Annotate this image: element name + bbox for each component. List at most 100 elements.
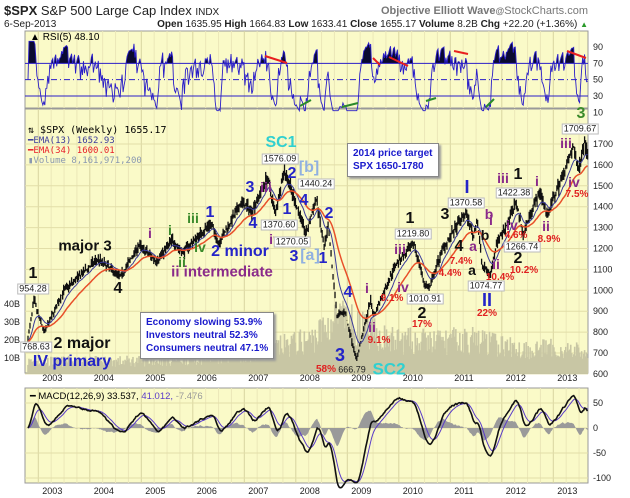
close-label: Close bbox=[350, 19, 378, 30]
high-value: 1664.83 bbox=[249, 19, 286, 30]
wave-label: iii bbox=[260, 179, 272, 195]
volume-tick-label: 20B bbox=[4, 335, 20, 345]
wave-label: 3 bbox=[576, 105, 586, 122]
price-tick-label: 1700 bbox=[593, 139, 613, 149]
sentiment-economy: Economy slowing 53.9% bbox=[146, 317, 263, 328]
rsi-divergence-line bbox=[485, 98, 495, 108]
x-tick-label: 2013 bbox=[557, 373, 577, 383]
rsi-tick-label: 30 bbox=[593, 91, 603, 101]
rsi-tick-label: 50 bbox=[593, 75, 603, 85]
wave-label: major 3 bbox=[58, 237, 112, 255]
x-tick-label: 2009 bbox=[351, 373, 371, 383]
macd-x-tick-label: 2011 bbox=[454, 486, 473, 496]
macd-signal-line bbox=[27, 398, 588, 483]
macd-x-tick-label: 2005 bbox=[145, 486, 165, 496]
wave-label: 4.6% bbox=[504, 230, 528, 241]
price-tick-label: 600 bbox=[593, 369, 608, 379]
open-label: Open bbox=[157, 19, 183, 30]
rsi-tick-label: 90 bbox=[593, 42, 603, 52]
volume-tick-label: 10B bbox=[4, 353, 20, 363]
wave-label: iv bbox=[194, 239, 206, 255]
wave-label: [a] bbox=[300, 247, 320, 264]
rsi-legend-text: RSI(5) 48.10 bbox=[42, 32, 100, 43]
price-callout: 1709.67 bbox=[561, 123, 599, 135]
wave-label: 17% bbox=[411, 319, 433, 330]
macd-histogram bbox=[28, 410, 588, 447]
wave-label: i bbox=[148, 225, 152, 241]
price-callout: 1219.80 bbox=[394, 228, 432, 240]
wave-label: ii bbox=[542, 218, 550, 234]
wave-label: i bbox=[535, 173, 539, 189]
wave-label: iii bbox=[497, 170, 509, 186]
macd-tick-label: 50 bbox=[593, 398, 603, 408]
price-tick-label: 1600 bbox=[593, 160, 613, 170]
wave-label: iv bbox=[568, 174, 580, 190]
wave-label: 4 bbox=[299, 192, 309, 209]
price-tick-label: 700 bbox=[593, 348, 608, 358]
wave-label: 2 bbox=[287, 165, 297, 182]
price-callout: 1576.09 bbox=[261, 153, 299, 165]
macd-x-tick-label: 2006 bbox=[197, 486, 217, 496]
wave-label: iii bbox=[187, 210, 199, 226]
rsi-divergence-line bbox=[341, 102, 359, 108]
price-callout: 1370.58 bbox=[447, 197, 485, 209]
wave-label: b bbox=[480, 227, 490, 243]
low-label: Low bbox=[288, 19, 309, 30]
brand-separator: @ bbox=[495, 6, 505, 16]
wave-label: 4 bbox=[113, 280, 123, 297]
rsi-divergence-line bbox=[388, 56, 409, 67]
wave-label: 2 major bbox=[53, 335, 111, 352]
macd-x-tick-label: 2013 bbox=[557, 486, 577, 496]
high-label: High bbox=[224, 19, 247, 30]
price-tick-label: 1000 bbox=[593, 285, 613, 295]
macd-x-tick-label: 2008 bbox=[300, 486, 320, 496]
ema34-line bbox=[27, 165, 589, 343]
x-tick-label: 2007 bbox=[248, 373, 268, 383]
wave-label: a bbox=[468, 262, 476, 278]
price-legend: ⇅ $SPX (Weekly) 1655.17 ━EMA(13) 1652.93… bbox=[28, 126, 166, 167]
wave-label: SC2 bbox=[372, 359, 406, 379]
wave-label: i bbox=[365, 280, 369, 296]
wave-label: 4 bbox=[343, 284, 353, 301]
wave-label: 7.5% bbox=[565, 189, 589, 200]
price-callout: 1370.60 bbox=[260, 219, 298, 231]
macd-x-tick-label: 2009 bbox=[351, 486, 371, 496]
macd-tick-label: -50 bbox=[593, 448, 606, 458]
wave-label: 1 bbox=[405, 210, 415, 227]
wave-label: 666.79 bbox=[338, 364, 366, 375]
legend-ema13: ━EMA(13) 1652.93 bbox=[28, 136, 115, 146]
wave-label: IV primary bbox=[32, 353, 112, 370]
wave-label: 4.4% bbox=[438, 268, 462, 279]
brand-site: StockCharts.com bbox=[504, 5, 588, 17]
wave-label: 2 bbox=[417, 305, 427, 322]
volume-tick-label: 30B bbox=[4, 317, 20, 327]
wave-label: 2 minor bbox=[211, 243, 269, 260]
wave-label: 8.9% bbox=[537, 234, 561, 245]
wave-label: 2 bbox=[513, 250, 523, 267]
change-label: Chg bbox=[480, 19, 501, 30]
price-tick-label: 800 bbox=[593, 327, 608, 337]
macd-x-tick-label: 2010 bbox=[403, 486, 423, 496]
x-tick-label: 2003 bbox=[42, 373, 62, 383]
chart-title: $SPX S&P 500 Large Cap Index INDX bbox=[4, 3, 219, 18]
wave-label: 10.2% bbox=[509, 265, 539, 276]
wave-label: iii bbox=[560, 135, 572, 151]
wave-label: 4 bbox=[248, 215, 258, 232]
wave-label: iv bbox=[397, 279, 409, 295]
wave-label: ii bbox=[492, 256, 500, 272]
macd-x-tick-label: 2012 bbox=[506, 486, 526, 496]
wave-label: II bbox=[481, 290, 493, 310]
wave-label: 3 bbox=[245, 179, 255, 196]
price-target-note: 2014 price target SPX 1650-1780 bbox=[347, 143, 439, 177]
rsi-divergence-line bbox=[566, 50, 587, 59]
exchange: INDX bbox=[195, 7, 220, 18]
x-tick-label: 2010 bbox=[403, 373, 423, 383]
wave-label: 7.4% bbox=[449, 256, 473, 267]
price-callout: 1270.05 bbox=[273, 236, 311, 248]
wave-label: [b] bbox=[298, 159, 320, 176]
sentiment-note: Economy slowing 53.9% Investors neutral 5… bbox=[140, 312, 275, 359]
macd-x-tick-label: 2007 bbox=[248, 486, 268, 496]
wave-label: I bbox=[464, 177, 470, 197]
rsi-divergence-line bbox=[372, 57, 381, 66]
